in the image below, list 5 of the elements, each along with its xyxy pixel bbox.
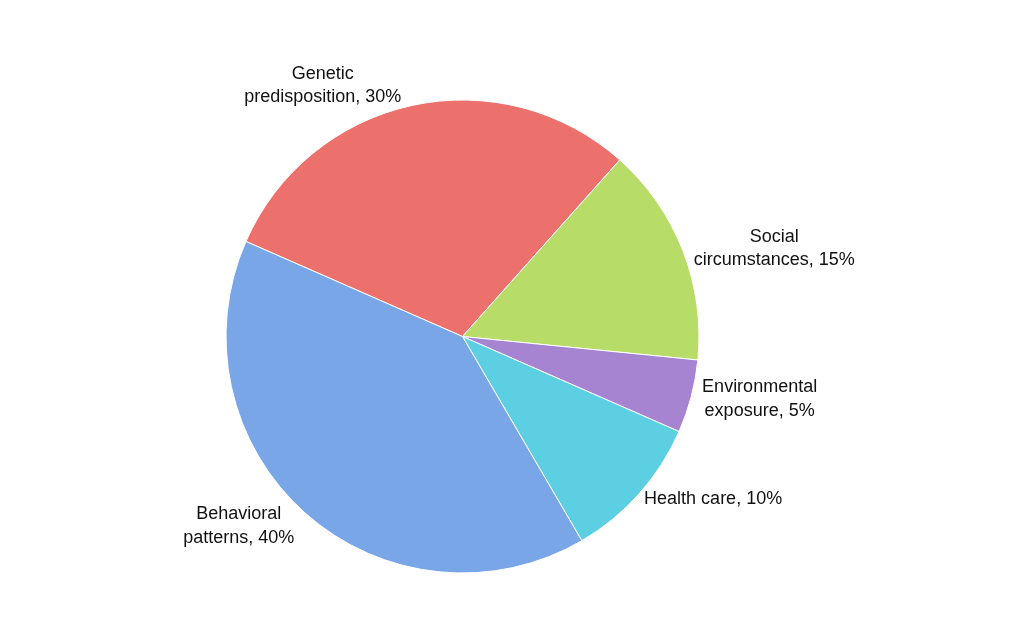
slice-label: Behavioral patterns, 40% — [183, 503, 295, 547]
slice-label: Health care, 10% — [644, 488, 783, 509]
slice-label: Genetic predisposition, 30% — [244, 63, 402, 107]
slice-label: Environmental exposure, 5% — [702, 376, 818, 420]
slice-label: Social circumstances, 15% — [693, 226, 855, 270]
